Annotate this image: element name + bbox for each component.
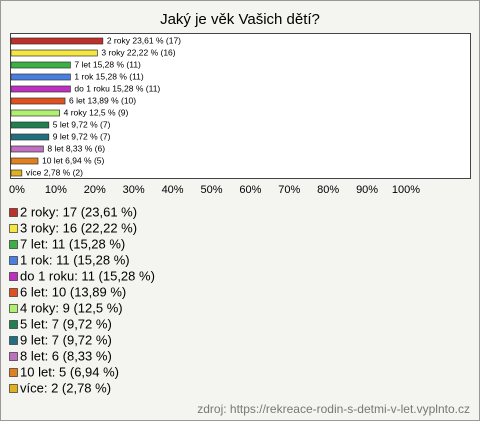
chart-title: Jaký je věk Vašich dětí? (160, 11, 320, 28)
legend-label: 6 let: 10 (13,89 %) (20, 284, 126, 299)
legend-swatch (9, 384, 18, 393)
bar (10, 133, 50, 141)
value-label: více 2,78 % (2) (26, 167, 83, 177)
source: zdroj: https://rekreace-rodin-s-detmi-v-… (197, 402, 470, 416)
legend-swatch (9, 208, 18, 217)
bar (10, 49, 98, 57)
x-tick-label: 20% (84, 184, 106, 196)
legend-swatch (9, 320, 18, 329)
value-label: 8 let 8,33 % (6) (47, 143, 105, 153)
x-tick-label: 30% (123, 184, 145, 196)
legend-label: 9 let: 7 (9,72 %) (20, 332, 112, 347)
bar (10, 169, 23, 177)
legend-swatch (9, 352, 18, 361)
bar (10, 73, 71, 81)
x-tick-label: 90% (356, 184, 378, 196)
x-tick-label: 60% (239, 184, 261, 196)
legend-swatch (9, 368, 18, 377)
legend-label: 2 roky: 17 (23,61 %) (20, 204, 137, 219)
value-label: 7 let 15,28 % (11) (74, 59, 141, 69)
value-label: 10 let 6,94 % (5) (42, 155, 105, 165)
legend-label: 7 let: 11 (15,28 %) (20, 236, 125, 251)
bar (10, 61, 71, 69)
bar (10, 85, 71, 93)
legend-swatch (9, 288, 18, 297)
value-label: 1 rok 15,28 % (11) (74, 71, 143, 81)
legend-swatch (9, 336, 18, 345)
bar (10, 37, 104, 45)
x-tick-label: 40% (162, 184, 184, 196)
legend-label: více: 2 (2,78 %) (20, 380, 111, 395)
x-tick-label: 80% (317, 184, 339, 196)
value-label: 6 let 13,89 % (10) (69, 95, 136, 105)
legend-label: 3 roky: 16 (22,22 %) (20, 220, 137, 235)
legend-swatch (9, 256, 18, 265)
legend-label: 1 rok: 11 (15,28 %) (20, 252, 130, 267)
bar (10, 109, 60, 117)
bar (10, 97, 66, 105)
bar (10, 145, 44, 153)
x-tick-label: 10% (45, 184, 67, 196)
x-tick-label: 100% (392, 184, 420, 196)
legend-label: 10 let: 5 (6,94 %) (20, 364, 119, 379)
x-tick-label: 50% (200, 184, 222, 196)
plot-area (10, 33, 471, 179)
bar (10, 157, 39, 165)
value-label: 5 let 9,72 % (7) (53, 119, 111, 129)
legend-swatch (9, 240, 18, 249)
value-label: 2 roky 23,61 % (17) (107, 35, 181, 45)
value-label: 9 let 9,72 % (7) (53, 131, 111, 141)
legend-swatch (9, 304, 18, 313)
legend-label: 4 roky: 9 (12,5 %) (20, 300, 123, 315)
legend-label: do 1 roku: 11 (15,28 %) (20, 268, 155, 283)
legend-swatch (9, 224, 18, 233)
bar (10, 121, 50, 129)
value-label: 3 roky 22,22 % (16) (101, 47, 175, 57)
x-tick-label: 0% (9, 184, 25, 196)
value-label: do 1 roku 15,28 % (11) (74, 83, 160, 93)
legend-label: 5 let: 7 (9,72 %) (20, 316, 112, 331)
legend-label: 8 let: 6 (8,33 %) (20, 348, 112, 363)
x-tick-label: 70% (278, 184, 300, 196)
value-label: 4 roky 12,5 % (9) (64, 107, 129, 117)
legend-swatch (9, 272, 18, 281)
